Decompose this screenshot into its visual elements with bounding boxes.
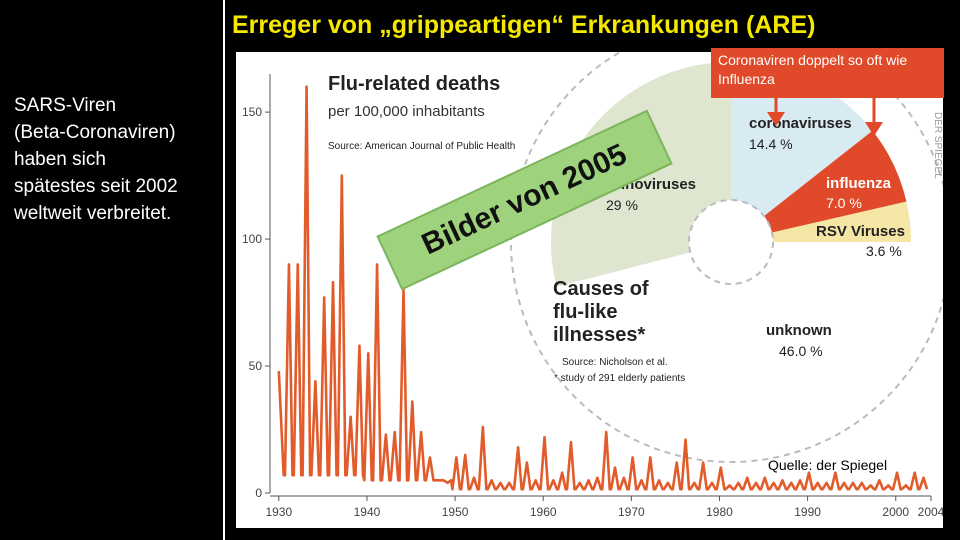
x-tick-label: 1980 <box>706 505 733 519</box>
x-tick-label: 1940 <box>354 505 381 519</box>
pie-footnote: * study of 291 elderly patients <box>554 373 685 384</box>
line-chart-axes: 0 50 100 150 1930 1940 1950 1960 1970 1980 1990 200… <box>242 74 943 519</box>
arrow-to-influenza <box>865 122 883 136</box>
arrow-to-coronaviruses <box>767 112 785 126</box>
pie-title-line-3: illnesses* <box>553 324 646 346</box>
pie-source-note: Source: Nicholson et al. <box>562 357 668 368</box>
x-tick-label: 1950 <box>442 505 469 519</box>
y-tick-label: 0 <box>255 486 262 500</box>
x-tick-label: 2000 <box>882 505 909 519</box>
pie-label-rsv: RSV Viruses <box>816 223 905 240</box>
pie-value-coronaviruses: 14.4 % <box>749 136 793 152</box>
vertical-divider <box>223 0 225 540</box>
line-chart-source: Source: American Journal of Public Healt… <box>328 141 515 152</box>
pie-value-rsv: 3.6 % <box>866 243 902 259</box>
pie-slice-rsv-viruses <box>731 201 911 242</box>
pie-value-rhinoviruses: 29 % <box>606 197 638 213</box>
y-tick-label: 100 <box>242 232 262 246</box>
pie-label-coronaviruses: coronaviruses <box>749 115 852 132</box>
source-credit: Quelle: der Spiegel <box>768 457 888 473</box>
pie-label-unknown: unknown <box>766 322 832 339</box>
line-chart-subtitle: per 100,000 inhabitants <box>328 103 485 120</box>
pie-slice-coronaviruses <box>731 62 873 242</box>
pie-title-line-1: Causes of <box>553 278 649 300</box>
pie-value-influenza: 7.0 % <box>826 195 862 211</box>
slide-sidebar-text: SARS-Viren (Beta-Coronaviren) haben sich… <box>14 95 178 224</box>
y-tick-label: 150 <box>242 105 262 119</box>
x-tick-label: 1960 <box>530 505 557 519</box>
x-tick-label: 1930 <box>265 505 292 519</box>
line-chart <box>277 85 929 491</box>
pie-slice-influenza <box>731 130 907 242</box>
pie-label-influenza: influenza <box>826 175 892 192</box>
pie-outline <box>510 52 943 463</box>
callout-arrows <box>767 96 883 136</box>
pie-value-unknown: 46.0 % <box>779 343 823 359</box>
x-tick-label: 1970 <box>618 505 645 519</box>
pie-slice-unknown <box>556 242 911 422</box>
pie-hole-outline <box>688 199 774 285</box>
line-chart-title: Flu-related deaths <box>328 73 500 95</box>
spiegel-watermark: DER SPIEGEL <box>932 112 943 179</box>
series-line-flu-deaths <box>277 85 929 491</box>
callout-box: Coronaviren doppelt so oft wie Influenza <box>711 48 944 98</box>
pie-title-line-2: flu-like <box>553 301 617 323</box>
x-tick-label: 2004 <box>918 505 943 519</box>
y-tick-label: 50 <box>249 359 263 373</box>
chart-panel: coronaviruses 14.4 % influenza 7.0 % RSV… <box>236 52 943 528</box>
x-tick-label: 1990 <box>794 505 821 519</box>
slide-headline: Erreger von „grippeartigen“ Erkrankungen… <box>232 11 816 39</box>
pie-hole <box>689 200 773 284</box>
